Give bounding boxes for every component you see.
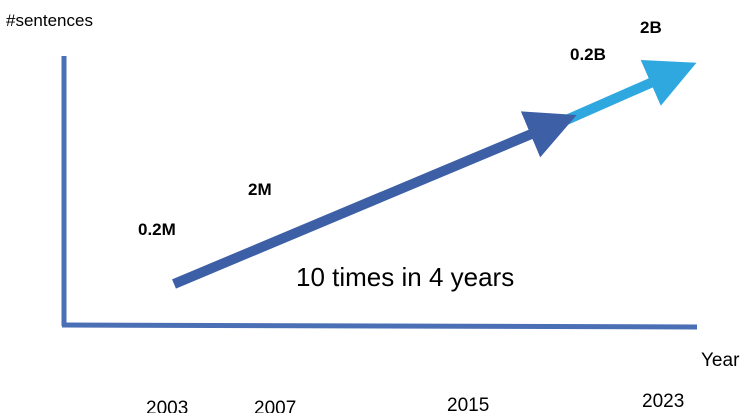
- growth-annotation: 10 times in 4 years: [296, 262, 515, 292]
- value-label-2b: 2B: [640, 18, 662, 37]
- growth-arrow-extension: [561, 59, 697, 126]
- x-axis-line: [61, 322, 698, 330]
- tick-2007: 2007: [254, 398, 297, 413]
- value-label-0-2b: 0.2B: [570, 45, 606, 64]
- value-label-2m: 2M: [248, 180, 272, 199]
- x-axis-label: Year: [701, 350, 740, 371]
- y-axis-label: #sentences: [6, 11, 93, 30]
- tick-2023: 2023: [642, 391, 685, 412]
- value-label-0-2m: 0.2M: [138, 220, 176, 239]
- tick-2003: 2003: [146, 398, 189, 413]
- growth-arrow-main: [172, 111, 577, 289]
- tick-2015: 2015: [447, 395, 490, 413]
